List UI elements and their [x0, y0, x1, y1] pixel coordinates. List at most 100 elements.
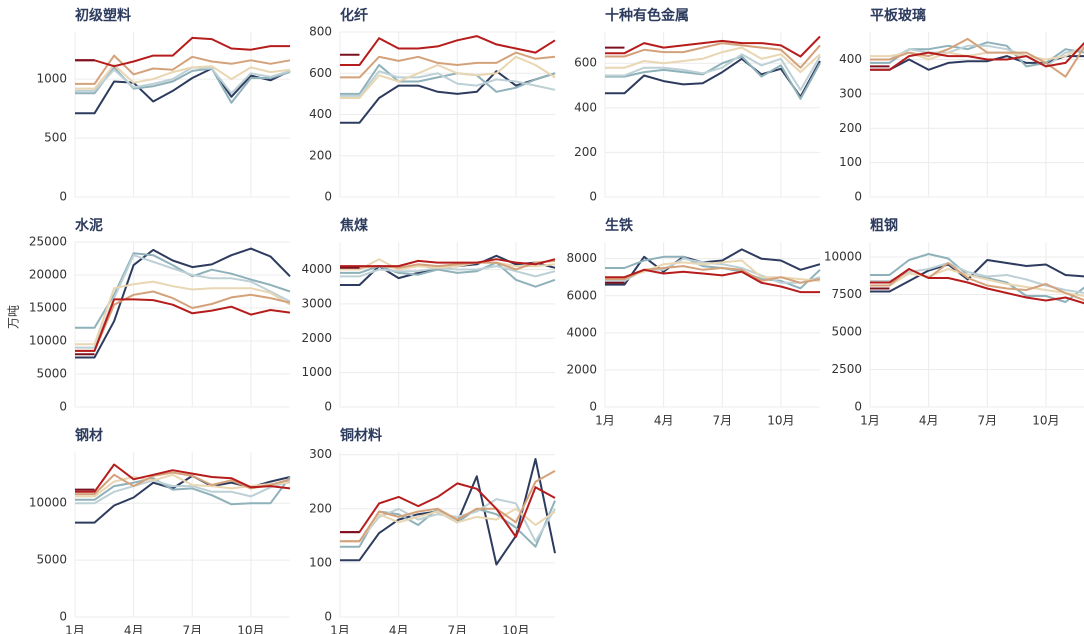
x-tick-label: 7月	[182, 624, 202, 634]
y-tick-label: 0	[324, 190, 332, 204]
y-tick-label: 100	[309, 555, 332, 569]
y-tick-label: 6000	[566, 288, 597, 302]
series-line	[605, 53, 821, 91]
panel: 生铁 0 2000 4000 6000 8000 1月 4月 7月 10月	[566, 217, 821, 428]
series-line	[75, 67, 291, 115]
series-line	[870, 259, 1084, 293]
y-tick-label: 200	[309, 501, 332, 515]
series-line	[340, 258, 556, 271]
series-line	[340, 258, 556, 268]
series-line	[870, 268, 1084, 305]
y-tick-label: 0	[854, 400, 862, 414]
y-tick-label: 500	[44, 131, 67, 145]
series-line	[75, 54, 291, 85]
panel: 焦煤 0 1000 2000 3000 4000	[301, 217, 556, 414]
y-tick-label: 10000	[29, 334, 67, 348]
y-tick-label: 2500	[831, 362, 862, 376]
series-line	[340, 51, 556, 79]
series-line	[605, 57, 821, 98]
x-tick-label: 1月	[595, 414, 615, 428]
panel-title: 粗钢	[870, 217, 898, 234]
panel-title: 铜材料	[340, 427, 382, 444]
y-tick-label: 0	[59, 610, 67, 624]
y-tick-label: 0	[59, 190, 67, 204]
y-tick-label: 300	[839, 86, 862, 100]
x-tick-label: 10月	[502, 624, 529, 634]
x-tick-label: 10月	[767, 414, 794, 428]
panel: 水泥 0 5000 10000 15000 20000 25000	[29, 217, 291, 414]
x-tick-label: 4月	[919, 414, 939, 428]
series-line	[605, 268, 820, 294]
panel-title: 化纤	[340, 7, 368, 24]
series-line	[75, 290, 291, 352]
y-tick-label: 25000	[29, 235, 67, 249]
series-line	[340, 470, 556, 543]
y-tick-label: 0	[589, 190, 597, 204]
x-tick-label: 7月	[447, 624, 467, 634]
y-tick-label: 200	[309, 148, 332, 162]
y-tick-label: 1000	[36, 72, 67, 86]
y-tick-label: 3000	[301, 296, 332, 310]
x-tick-label: 7月	[977, 414, 997, 428]
panel-title: 焦煤	[339, 217, 369, 234]
panel: 十种有色金属 0 200 400 600	[574, 7, 821, 204]
x-tick-label: 10月	[1032, 414, 1059, 428]
series-line	[605, 35, 821, 58]
y-tick-label: 5000	[831, 325, 862, 339]
panel: 钢材 0 5000 10000 1月 4月 7月 10月	[29, 427, 291, 634]
y-tick-label: 400	[309, 107, 332, 121]
y-tick-label: 15000	[29, 301, 67, 315]
panel-title: 钢材	[75, 427, 103, 444]
series-line	[605, 55, 821, 100]
y-tick-label: 200	[839, 121, 862, 135]
series-line	[605, 42, 821, 69]
series-line	[75, 298, 291, 352]
series-line	[340, 70, 556, 97]
series-line	[340, 482, 556, 538]
series-line	[75, 280, 291, 346]
x-tick-label: 4月	[124, 624, 144, 634]
series-line	[75, 463, 291, 493]
series-line	[870, 268, 1084, 297]
series-line	[75, 66, 291, 104]
panel-title: 生铁	[605, 217, 633, 234]
x-tick-label: 4月	[389, 624, 409, 634]
series-line	[340, 64, 556, 95]
series-line	[75, 36, 290, 68]
series-line	[340, 55, 556, 99]
y-tick-label: 10000	[824, 250, 862, 264]
y-tick-label: 4000	[566, 325, 597, 339]
panel-title: 初级塑料	[75, 7, 131, 24]
x-tick-label: 10月	[237, 624, 264, 634]
x-tick-label: 1月	[65, 624, 85, 634]
panel-title: 十种有色金属	[605, 7, 689, 24]
y-tick-label: 400	[574, 100, 597, 114]
series-line	[870, 41, 1084, 71]
series-line	[340, 35, 556, 66]
y-tick-label: 20000	[29, 268, 67, 282]
series-line	[340, 507, 556, 543]
panel: 化纤 0 200 400 600 800	[309, 7, 556, 204]
y-tick-label: 600	[574, 56, 597, 70]
series-line	[75, 247, 291, 359]
panel: 铜材料 0 100 200 300 1月 4月 7月 10月	[309, 427, 556, 634]
y-tick-label: 0	[324, 610, 332, 624]
series-line	[605, 46, 821, 74]
x-tick-label: 7月	[712, 414, 732, 428]
y-axis-label: 万吨	[7, 305, 21, 329]
y-tick-label: 0	[589, 400, 597, 414]
y-tick-label: 7500	[831, 287, 862, 301]
y-tick-label: 0	[324, 400, 332, 414]
panel: 粗钢 0 2500 5000 7500 10000 1月 4月 7月 10月	[824, 217, 1084, 428]
y-tick-label: 1000	[301, 365, 332, 379]
y-tick-label: 0	[854, 190, 862, 204]
series-line	[75, 66, 291, 95]
series-line	[340, 498, 556, 543]
y-tick-label: 100	[839, 155, 862, 169]
series-line	[75, 64, 291, 90]
series-line	[340, 265, 556, 278]
y-tick-label: 300	[309, 447, 332, 461]
y-tick-label: 10000	[29, 496, 67, 510]
y-tick-label: 8000	[566, 251, 597, 265]
